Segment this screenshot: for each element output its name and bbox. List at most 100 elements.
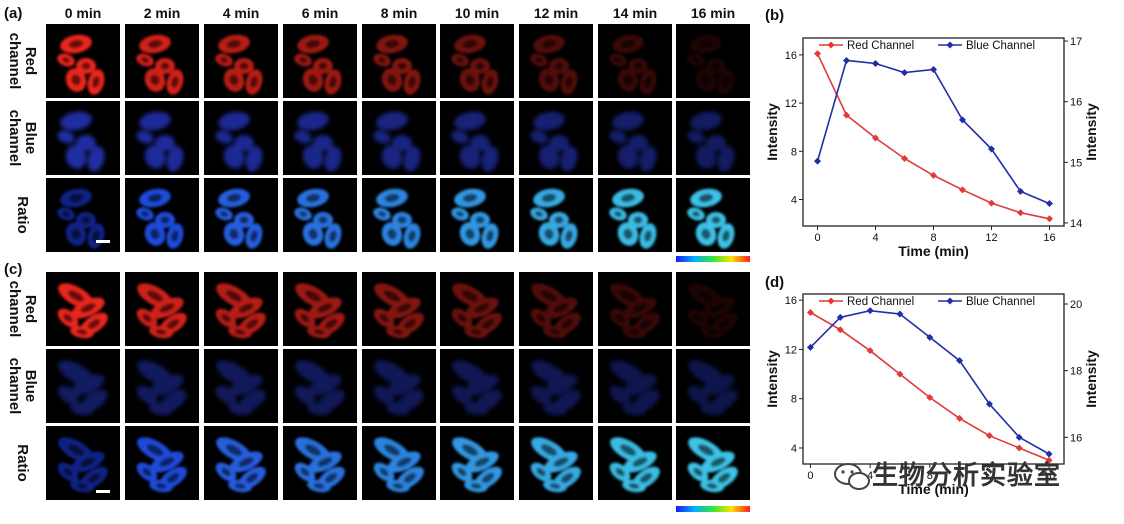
micrograph-tile <box>283 178 357 252</box>
micrograph-tile <box>362 426 436 500</box>
row-label-line: channel <box>6 358 23 415</box>
micrograph-tile <box>519 178 593 252</box>
legend-entry: Blue Channel <box>966 40 1035 52</box>
micrograph-tile <box>46 349 120 423</box>
y-left-axis-title: Intensity <box>764 103 780 161</box>
legend-marker <box>827 297 835 305</box>
series-line-blue <box>816 59 1050 205</box>
x-tick-label: 12 <box>983 470 995 482</box>
micrograph-tile <box>598 272 672 346</box>
time-label: 8 min <box>381 5 418 21</box>
y-left-tick-label: 16 <box>785 295 797 307</box>
y-right-tick-label: 20 <box>1070 299 1082 311</box>
micrograph-tile <box>362 178 436 252</box>
x-axis-title: Time (min) <box>898 243 969 259</box>
x-tick-label: 4 <box>872 232 878 244</box>
micrograph-tile <box>440 272 514 346</box>
micrograph-tile <box>204 426 278 500</box>
row-label-line: Blue <box>22 122 39 155</box>
micrograph-tile <box>362 272 436 346</box>
micrograph-tile <box>519 426 593 500</box>
data-point <box>843 111 850 119</box>
micrograph-tile <box>362 24 436 98</box>
micrograph-tile <box>440 349 514 423</box>
watermark: 生物分析实验室 <box>834 460 1060 490</box>
y-left-tick-label: 4 <box>791 194 797 206</box>
data-point <box>1015 444 1023 452</box>
data-point <box>814 157 821 165</box>
ratio-colorbar-c <box>676 506 750 512</box>
y-right-tick-label: 15 <box>1070 157 1082 169</box>
y-right-axis-title: Intensity <box>1083 103 1099 161</box>
data-point <box>959 186 966 194</box>
data-point <box>930 66 937 74</box>
row-label-line: Red <box>22 47 39 75</box>
legend-entry: Blue Channel <box>966 296 1035 308</box>
data-point <box>988 145 995 153</box>
data-point <box>806 343 814 351</box>
data-point <box>1045 450 1053 458</box>
row-label-line: channel <box>6 33 23 90</box>
data-point <box>985 432 993 440</box>
micrograph-tile <box>676 426 750 500</box>
micrograph-tile <box>204 178 278 252</box>
panel-label-d: (d) <box>765 274 784 291</box>
micrograph-tile <box>125 101 199 175</box>
data-point <box>1017 209 1024 217</box>
micrograph-tile <box>283 272 357 346</box>
ratio-colorbar-a <box>676 256 750 262</box>
x-tick-label: 16 <box>1043 470 1055 482</box>
data-point <box>872 59 879 67</box>
micrograph-tile <box>676 178 750 252</box>
micrograph-tile <box>598 349 672 423</box>
series-line-blue <box>809 309 1050 455</box>
micrograph-tile <box>125 178 199 252</box>
x-tick-label: 0 <box>814 232 820 244</box>
time-label: 12 min <box>534 5 578 21</box>
micrograph-tile <box>676 349 750 423</box>
time-label: 2 min <box>144 5 181 21</box>
y-left-tick-label: 8 <box>791 146 797 158</box>
y-left-tick-label: 16 <box>785 50 797 62</box>
row-label: Ratio <box>14 196 31 234</box>
micrograph-tile <box>362 101 436 175</box>
x-tick-label: 0 <box>807 470 813 482</box>
micrograph-tile <box>125 426 199 500</box>
micrograph-tile <box>125 349 199 423</box>
row-labels: RedchannelBluechannelRatioRedchannelBlue… <box>6 33 39 482</box>
micrograph-tile <box>676 101 750 175</box>
time-label: 0 min <box>65 5 102 21</box>
micrograph-tile <box>46 272 120 346</box>
micrograph-tile <box>362 349 436 423</box>
data-point <box>956 357 964 365</box>
y-left-tick-label: 8 <box>791 394 797 406</box>
micrograph-tile <box>125 24 199 98</box>
row-label-line: channel <box>6 110 23 167</box>
micrograph-tile <box>46 178 120 252</box>
y-right-tick-label: 16 <box>1070 97 1082 109</box>
micrograph-tile <box>283 24 357 98</box>
panel-label-c: (c) <box>4 261 22 278</box>
micrograph-tile <box>46 24 120 98</box>
data-point <box>1045 456 1053 464</box>
time-label: 14 min <box>613 5 657 21</box>
time-label: 6 min <box>302 5 339 21</box>
data-point <box>836 326 844 334</box>
data-point <box>866 347 874 355</box>
micrograph-tile <box>676 272 750 346</box>
row-label-line: channel <box>6 281 23 338</box>
scale-bar <box>96 490 110 493</box>
micrograph-tile <box>440 24 514 98</box>
row-label: Ratio <box>14 444 31 482</box>
micrograph-tile <box>283 426 357 500</box>
micrograph-tile <box>204 272 278 346</box>
micrograph-tile <box>440 101 514 175</box>
data-point <box>896 370 904 378</box>
data-point <box>1046 215 1053 223</box>
data-point <box>988 199 995 207</box>
micrograph-tile <box>46 101 120 175</box>
